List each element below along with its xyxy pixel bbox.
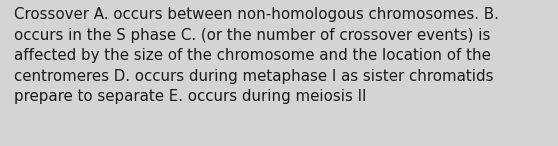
Text: Crossover A. occurs between non-homologous chromosomes. B.
occurs in the S phase: Crossover A. occurs between non-homologo…	[14, 7, 499, 104]
